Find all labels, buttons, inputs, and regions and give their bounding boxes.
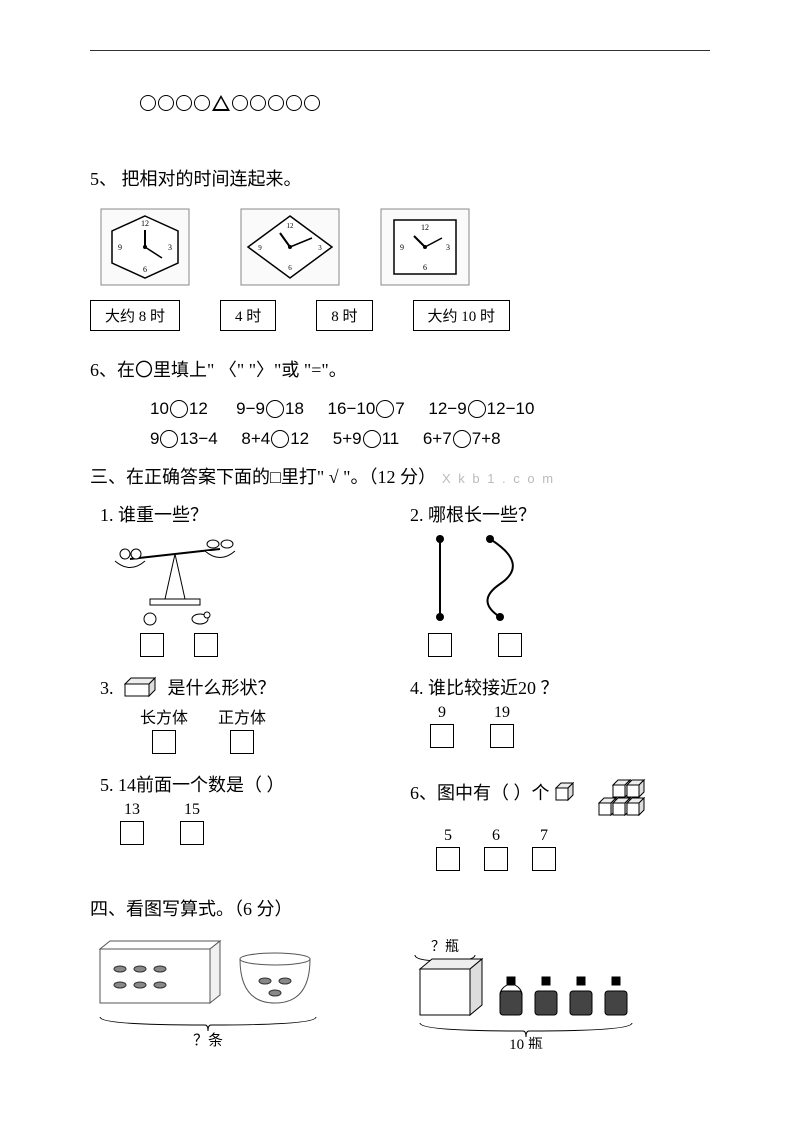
clocks-row: 12 3 6 9 12 3 6 9 [100,208,710,286]
section3-title: 三、在正确答案下面的□里打" √ "。（12 分）X k b 1 . c o m [90,463,710,489]
svg-text:12: 12 [421,223,429,232]
s3-q4-box-a[interactable] [430,724,454,748]
time-label-3: 大约 10 时 [413,300,511,331]
svg-text:10 瓶: 10 瓶 [509,1036,543,1049]
s3-q2-title: 2. 哪根长一些？ [410,501,710,527]
s3-q4-opt-a: 9 [430,704,454,722]
strings-icon [400,529,560,629]
s3-q5-opt-a: 13 [120,801,144,819]
q5-title: 5、 把相对的时间连起来。 [90,162,710,196]
time-labels: 大约 8 时 4 时 8 时 大约 10 时 [90,300,710,331]
cube-small-icon [554,782,576,802]
clock-square: 12 3 6 9 [380,208,480,286]
section4-title: 四、看图写算式。（6 分） [90,892,710,926]
page-top-rule [90,50,710,51]
svg-text:3: 3 [318,244,322,252]
cube-stack-icon [597,771,653,823]
s3-q5-title: 5. 14前面一个数是（ ） [100,771,400,797]
time-label-0: 大约 8 时 [90,300,180,331]
shape-sequence [140,91,710,112]
svg-text:9: 9 [118,243,122,252]
time-label-2: 8 时 [316,300,372,331]
s3-q2-box-a[interactable] [428,633,452,657]
svg-text:9: 9 [258,244,262,252]
bottles-icon: ？瓶 10 瓶 [400,939,660,1049]
q6-row1: 1012 9−918 16−107 12−912−10 [150,399,710,419]
svg-text:6: 6 [423,263,427,272]
s3-q6-box-c[interactable] [532,847,556,871]
s3-q3-title: 3. 是什么形状？ [100,674,400,700]
s3-q3-opt-a: 长方体 [140,704,188,728]
s3-q3-box-a[interactable] [152,730,176,754]
s3-q1-box-a[interactable] [140,633,164,657]
watermark: X k b 1 . c o m [442,471,555,486]
s3-q4-title: 4. 谁比较接近20 ？ [410,674,710,700]
svg-text:6: 6 [143,265,147,274]
svg-text:6: 6 [288,264,292,272]
s3-q2-box-b[interactable] [498,633,522,657]
s3-q5-box-b[interactable] [180,821,204,845]
s3-q1-title: 1. 谁重一些？ [100,501,400,527]
svg-text:12: 12 [287,222,295,230]
s3-q3-opt-b: 正方体 [218,704,266,728]
fish-tanks-icon: ？条 [90,939,330,1049]
s3-q6-opt-a: 5 [436,827,460,845]
cuboid-icon [123,676,159,698]
s3-q4-box-b[interactable] [490,724,514,748]
clock-hexagon: 12 3 6 9 [100,208,200,286]
svg-text:9: 9 [400,243,404,252]
s3-q6-opt-b: 6 [484,827,508,845]
svg-text:3: 3 [446,243,450,252]
clock-diamond: 12 3 6 9 [240,208,340,286]
s4-left-label: ？条 [193,1032,223,1049]
s3-q4-opt-b: 19 [490,704,514,722]
svg-text:12: 12 [141,219,149,228]
svg-text:？瓶: ？瓶 [431,939,459,955]
s3-q6-box-a[interactable] [436,847,460,871]
s3-q5-box-a[interactable] [120,821,144,845]
time-label-1: 4 时 [220,300,276,331]
s3-q6-opt-c: 7 [532,827,556,845]
q6-title: 6、在〇里填上" 〈" "〉"或 "="。 [90,353,710,387]
s3-q3-box-b[interactable] [230,730,254,754]
balance-scale-icon [90,529,260,629]
s3-q5-opt-b: 15 [180,801,204,819]
s3-q1-box-b[interactable] [194,633,218,657]
q6-row2: 913−4 8+412 5+911 6+77+8 [150,429,710,449]
s3-q6-box-b[interactable] [484,847,508,871]
svg-text:3: 3 [168,243,172,252]
s3-q6-title: 6、图中有（ ）个 [410,771,710,823]
